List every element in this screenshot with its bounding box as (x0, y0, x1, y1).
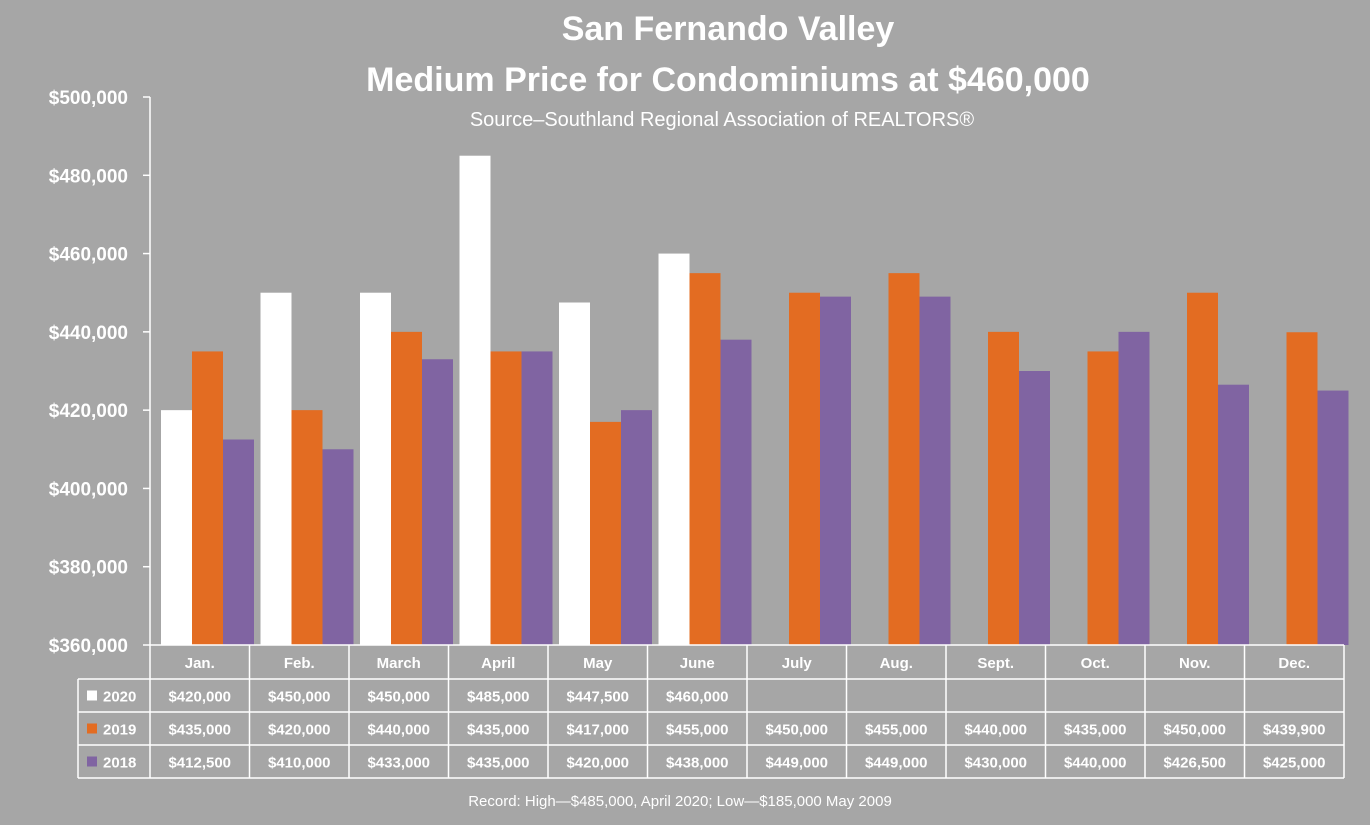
bar-2018-april (521, 351, 553, 645)
bar-2019-oct (1087, 351, 1119, 645)
y-axis: $360,000 $380,000 $400,000 $420,000 $440,000… (49, 88, 151, 657)
bar-2020-jan (161, 410, 192, 645)
x-category-label: Jan. (185, 655, 215, 672)
bar-2018-jan (223, 439, 254, 645)
legend-label-2020: 2020 (103, 689, 136, 706)
bar-2019-aug (888, 273, 920, 645)
table-cell-2018: $426,500 (1163, 755, 1226, 772)
bar-2018-sept (1019, 371, 1050, 645)
legend-key-2020 (87, 690, 97, 701)
bar-2020-june (658, 253, 690, 646)
bar-2019-dec (1286, 332, 1318, 645)
table-cell-2019: $440,000 (367, 722, 430, 739)
table-cell-2019: $417,000 (566, 722, 629, 739)
bar-2020-march (360, 292, 391, 645)
legend-label-2018: 2018 (103, 755, 136, 772)
y-tick-label: $480,000 (49, 166, 128, 187)
table-cell-2019: $439,900 (1263, 722, 1326, 739)
legend-key-2019 (87, 723, 97, 734)
y-tick-label: $400,000 (49, 479, 128, 500)
table-cell-2018: $433,000 (367, 755, 430, 772)
y-tick-label: $440,000 (49, 323, 128, 344)
table-cell-2018: $430,000 (964, 755, 1027, 772)
bars-group (161, 155, 1349, 646)
table-cell-2020: $460,000 (666, 689, 729, 706)
x-category-label: Dec. (1278, 655, 1310, 672)
table-cell-2020: $447,500 (566, 689, 629, 706)
table-cell-2018: $440,000 (1064, 755, 1127, 772)
table-cell-2020: $450,000 (268, 689, 331, 706)
bar-2019-jan (192, 351, 223, 645)
bar-2019-may (590, 421, 621, 645)
table-cell-2020: $485,000 (467, 689, 530, 706)
legend-key-2018 (87, 756, 97, 767)
table-cell-2019: $440,000 (964, 722, 1027, 739)
bar-2018-june (720, 339, 752, 645)
chart-footnote: Record: High—$485,000, April 2020; Low—$… (468, 793, 892, 810)
bar-2019-sept (988, 331, 1019, 645)
y-tick-label: $460,000 (49, 245, 128, 266)
table-cell-2018: $420,000 (566, 755, 629, 772)
bar-2019-feb (291, 410, 323, 645)
x-category-label: Feb. (284, 655, 315, 672)
x-category-label: Sept. (977, 655, 1014, 672)
table-cell-2018: $410,000 (268, 755, 331, 772)
y-tick-label: $360,000 (49, 636, 128, 657)
table-cell-2018: $449,000 (765, 755, 828, 772)
y-tick-label: $380,000 (49, 558, 128, 579)
bar-2018-july (820, 296, 851, 645)
table-cell-2019: $435,000 (467, 722, 530, 739)
chart-source: Source–Southland Regional Association of… (470, 109, 975, 131)
bar-2019-june (689, 273, 721, 645)
table-cell-2018: $435,000 (467, 755, 530, 772)
bar-2020-april (459, 155, 491, 645)
table-cell-2019: $450,000 (765, 722, 828, 739)
y-tick-label: $420,000 (49, 401, 128, 422)
bar-2018-aug (919, 296, 951, 645)
table-cell-2018: $438,000 (666, 755, 729, 772)
y-tick-label: $500,000 (49, 88, 128, 109)
x-category-label: June (680, 655, 715, 672)
bar-2018-dec (1317, 390, 1349, 645)
x-category-label: Oct. (1081, 655, 1110, 672)
table-cell-2019: $455,000 (865, 722, 928, 739)
table-cell-2019: $455,000 (666, 722, 729, 739)
x-category-label: March (377, 655, 421, 672)
table-cell-2019: $435,000 (1064, 722, 1127, 739)
table-cell-2018: $425,000 (1263, 755, 1326, 772)
bar-2018-may (621, 410, 652, 645)
table-cell-2019: $450,000 (1163, 722, 1226, 739)
x-category-label: Nov. (1179, 655, 1210, 672)
chart-title: San Fernando Valley (562, 10, 895, 48)
bar-2020-may (559, 302, 590, 645)
chart-subtitle: Medium Price for Condominiums at $460,00… (366, 61, 1090, 99)
table-cell-2019: $420,000 (268, 722, 331, 739)
x-category-label: May (583, 655, 613, 672)
x-category-label: Aug. (880, 655, 913, 672)
table-cell-2018: $412,500 (168, 755, 231, 772)
bar-2020-feb (260, 292, 292, 645)
bar-2018-oct (1118, 331, 1150, 645)
bar-2018-march (422, 359, 453, 645)
bar-2019-march (391, 331, 422, 645)
legend-label-2019: 2019 (103, 722, 136, 739)
x-category-label: April (481, 655, 515, 672)
bar-2018-nov (1218, 384, 1249, 645)
table-cell-2020: $450,000 (367, 689, 430, 706)
table-cell-2019: $435,000 (168, 722, 231, 739)
bar-2018-feb (322, 449, 354, 645)
data-table: Jan. Feb. March April May June July Aug. Sept. Oc… (77, 644, 1345, 779)
table-cell-2018: $449,000 (865, 755, 928, 772)
table-cell-2020: $420,000 (168, 689, 231, 706)
bar-2019-nov (1187, 292, 1218, 645)
bar-2019-july (789, 292, 820, 645)
x-category-label: July (782, 655, 813, 672)
bar-2019-april (490, 351, 522, 645)
